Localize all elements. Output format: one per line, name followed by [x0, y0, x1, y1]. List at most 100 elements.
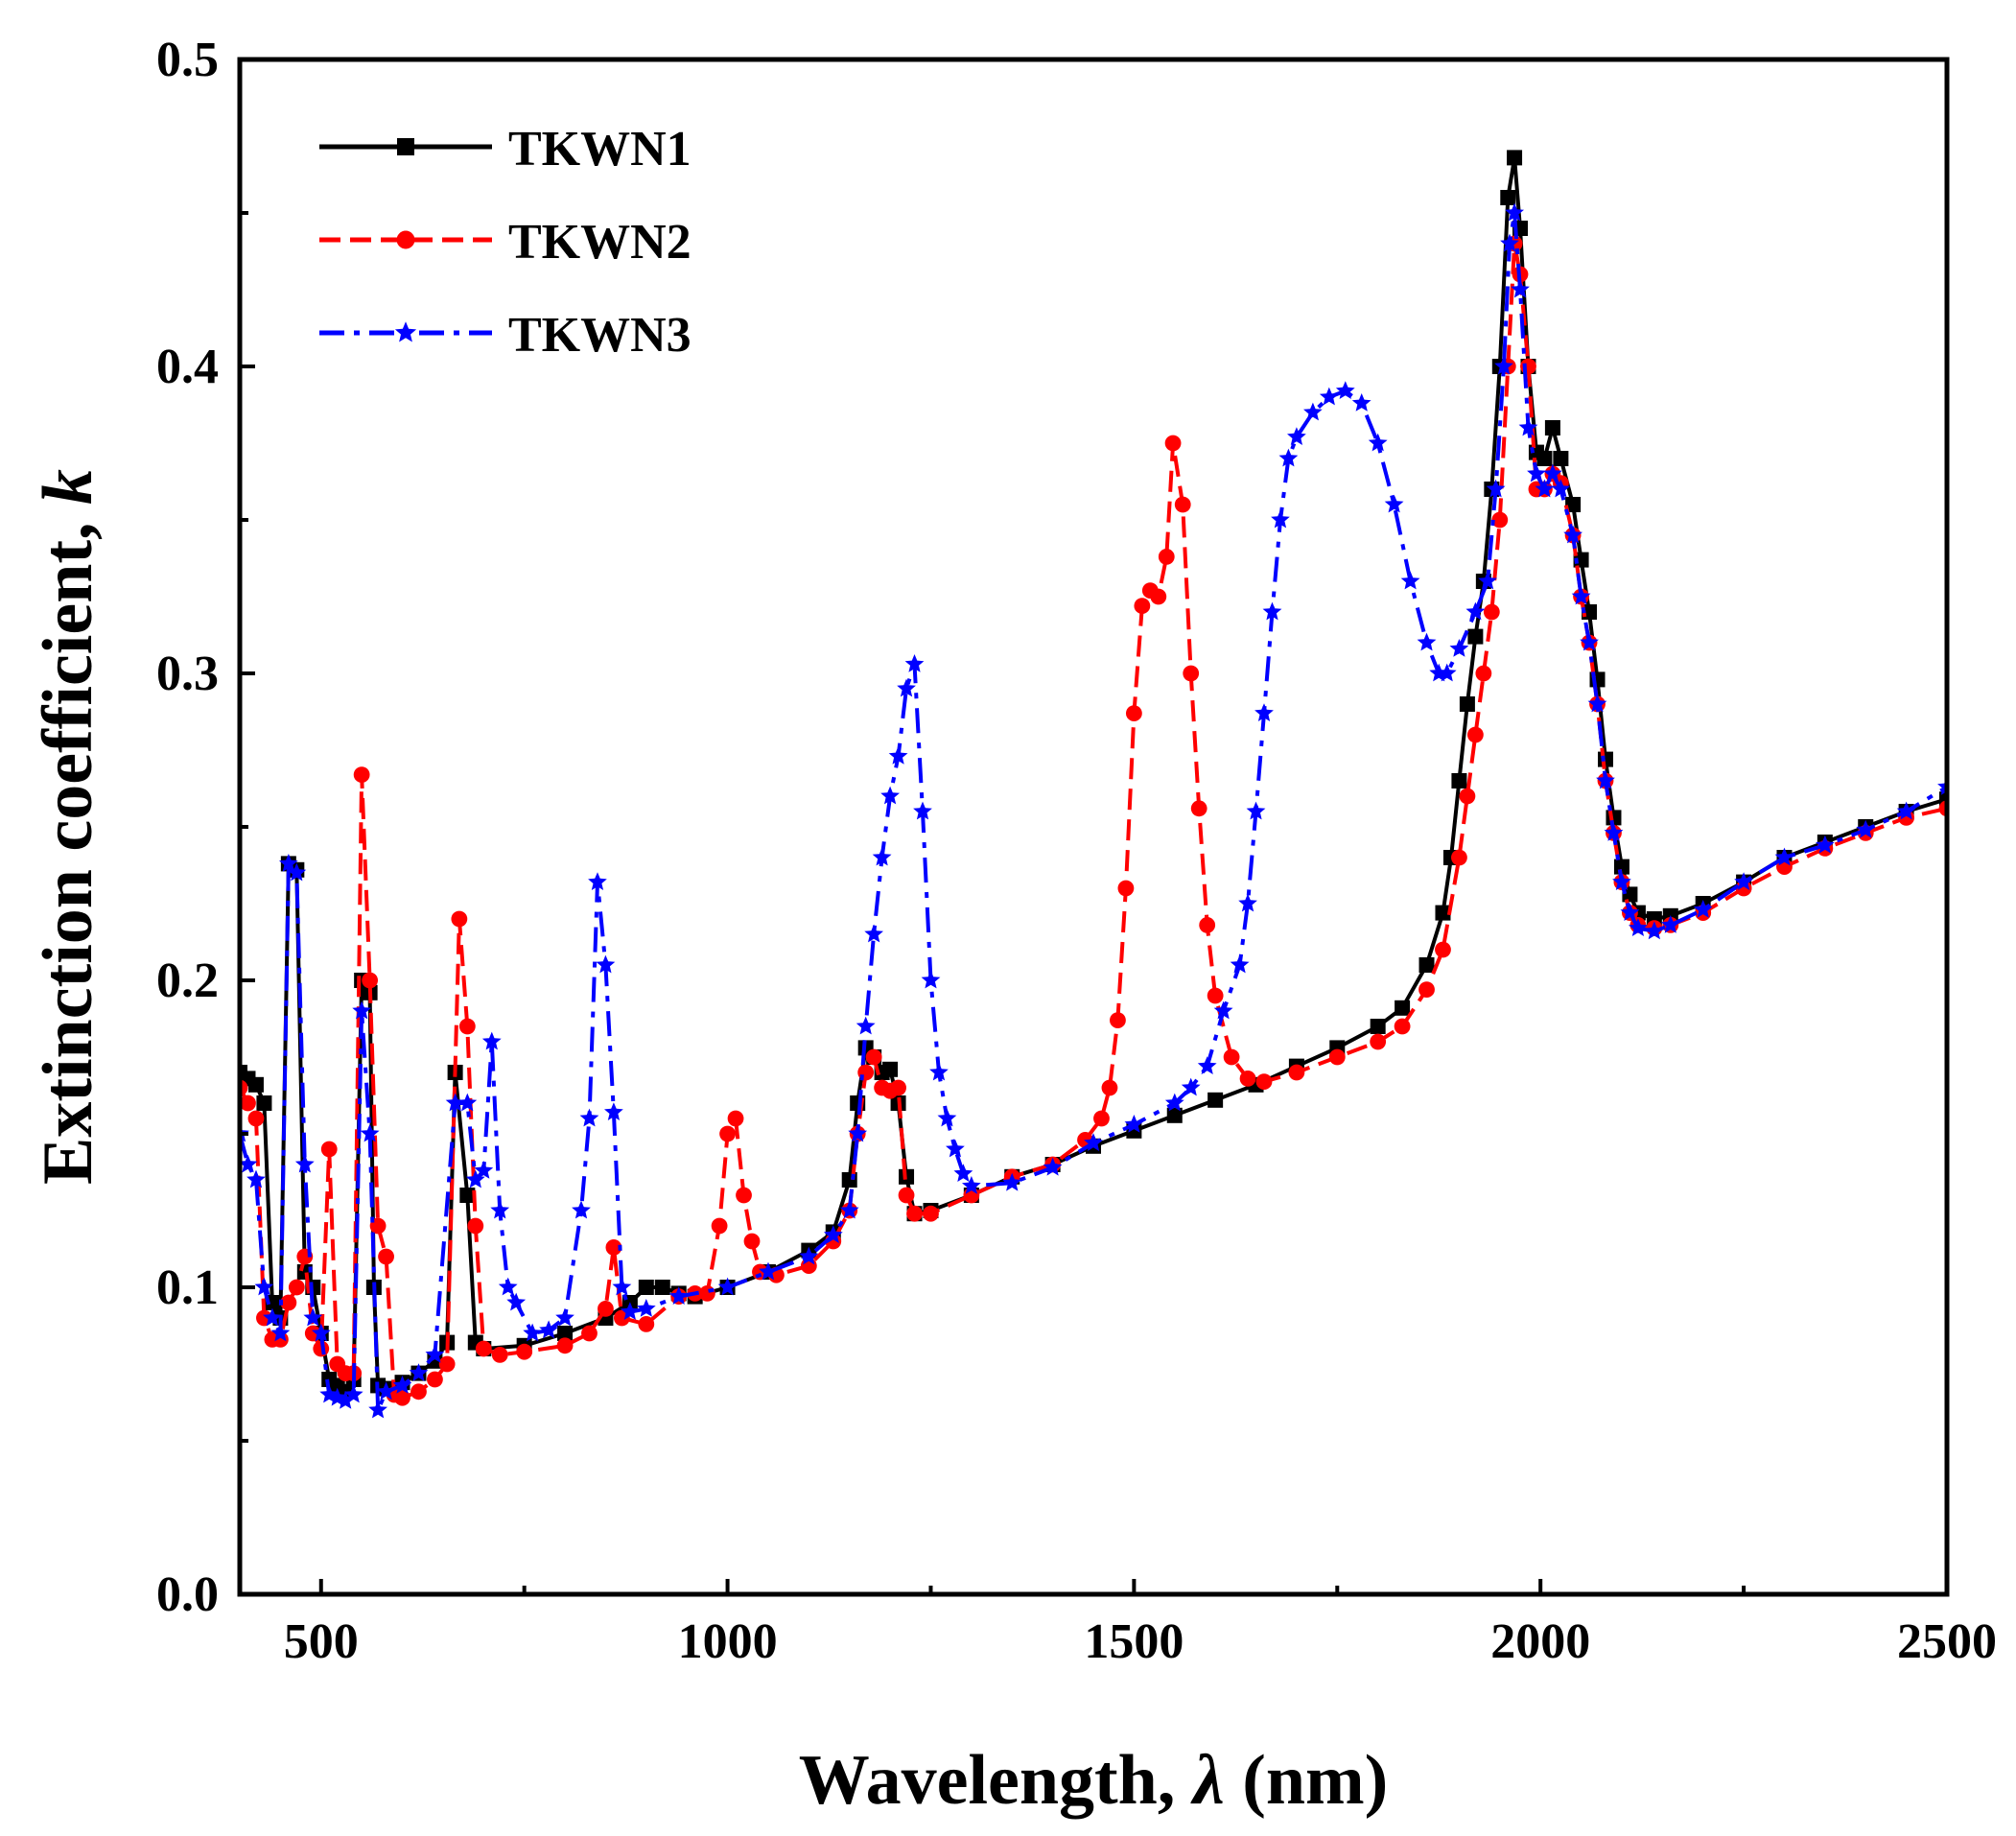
- data-point: [759, 1261, 778, 1281]
- data-point: [1629, 918, 1648, 936]
- data-point: [1207, 987, 1224, 1004]
- data-point: [410, 1383, 427, 1401]
- data-point: [1384, 494, 1404, 513]
- series-line: [240, 155, 1947, 1394]
- data-point: [1278, 448, 1299, 467]
- data-point: [1255, 1073, 1273, 1090]
- data-point: [839, 1200, 859, 1219]
- data-point: [581, 1325, 598, 1342]
- data-point: [596, 954, 616, 974]
- data-point: [743, 1233, 761, 1250]
- y-tick-label: 0.5: [156, 33, 219, 87]
- data-point: [516, 1343, 533, 1360]
- data-point: [352, 1000, 371, 1020]
- data-point: [888, 746, 908, 765]
- data-point: [1319, 387, 1339, 406]
- data-point: [343, 1384, 363, 1403]
- data-point: [621, 1302, 640, 1320]
- data-point: [247, 1076, 264, 1093]
- data-point: [579, 1108, 599, 1127]
- data-point: [872, 847, 892, 866]
- data-point: [1520, 358, 1536, 375]
- data-point: [1093, 1110, 1110, 1127]
- data-point: [1400, 571, 1420, 590]
- data-point: [1459, 696, 1475, 712]
- data-point: [1199, 917, 1216, 933]
- data-point: [1370, 1019, 1386, 1034]
- data-point: [279, 854, 298, 872]
- data-point: [280, 1294, 297, 1311]
- data-point: [636, 1299, 656, 1317]
- data-point: [1418, 981, 1435, 998]
- data-point: [1491, 511, 1509, 529]
- data-point: [598, 1301, 614, 1317]
- data-point: [1394, 1018, 1411, 1035]
- series-tkwn2: [240, 235, 1947, 1406]
- data-point: [1197, 1056, 1217, 1074]
- data-point: [1124, 1115, 1144, 1133]
- series-line: [240, 242, 1947, 1401]
- data-point: [1551, 479, 1571, 498]
- data-point: [288, 1279, 305, 1296]
- legend-label: TKWN2: [508, 215, 692, 270]
- data-point: [523, 1323, 542, 1342]
- x-tick-label: 2500: [1897, 1614, 1997, 1669]
- data-point: [880, 786, 900, 805]
- data-point: [612, 1277, 632, 1296]
- data-point: [458, 1018, 476, 1035]
- data-point: [481, 1031, 502, 1050]
- data-point: [1483, 603, 1500, 621]
- data-point: [913, 801, 932, 820]
- data-point: [1190, 800, 1207, 817]
- data-point: [451, 910, 468, 928]
- data-point: [1213, 1000, 1233, 1020]
- data-point: [539, 1320, 558, 1339]
- data-point: [459, 1188, 476, 1203]
- data-point: [438, 1355, 456, 1373]
- y-tick-label: 0.3: [156, 647, 219, 701]
- data-point: [654, 1280, 670, 1295]
- y-tick-label: 0.0: [156, 1567, 219, 1622]
- data-point: [848, 1123, 868, 1142]
- data-point: [557, 1326, 574, 1341]
- data-point: [294, 1154, 315, 1173]
- data-point: [1158, 549, 1175, 565]
- data-point: [425, 1345, 445, 1363]
- data-point: [1417, 632, 1437, 651]
- data-point: [711, 1217, 728, 1235]
- data-point: [409, 1363, 429, 1381]
- x-axis-title: Wavelength, λ (nm): [799, 1741, 1389, 1820]
- data-point: [555, 1307, 574, 1327]
- legend: TKWN1 TKWN2 TKWN3: [319, 122, 692, 363]
- data-point: [1395, 1000, 1411, 1016]
- data-point: [1518, 417, 1538, 436]
- data-point: [897, 678, 916, 697]
- data-point: [445, 1093, 465, 1112]
- data-point: [1437, 663, 1457, 682]
- data-point: [1181, 1077, 1201, 1096]
- data-point: [1645, 921, 1664, 940]
- series-tkwn1: [240, 150, 1947, 1400]
- data-point: [1465, 601, 1486, 621]
- data-point: [1223, 1048, 1240, 1066]
- data-point: [1466, 726, 1484, 743]
- data-point: [1536, 451, 1553, 466]
- data-point: [588, 872, 607, 890]
- data-point: [727, 1110, 744, 1127]
- data-point: [1612, 872, 1631, 890]
- data-point: [1693, 900, 1713, 918]
- data-point: [1939, 791, 1947, 808]
- data-point: [717, 1277, 738, 1296]
- data-point: [937, 1108, 957, 1127]
- data-point: [946, 1139, 965, 1158]
- data-point: [1622, 886, 1638, 903]
- data-point: [246, 1169, 266, 1189]
- data-point: [604, 1102, 623, 1120]
- y-tick-label: 0.1: [156, 1260, 219, 1315]
- data-point: [1511, 279, 1530, 298]
- data-point: [1505, 202, 1524, 222]
- y-axis-title: Extinction coefficient, k: [29, 469, 107, 1185]
- data-point: [605, 1239, 622, 1256]
- data-point: [1587, 694, 1607, 713]
